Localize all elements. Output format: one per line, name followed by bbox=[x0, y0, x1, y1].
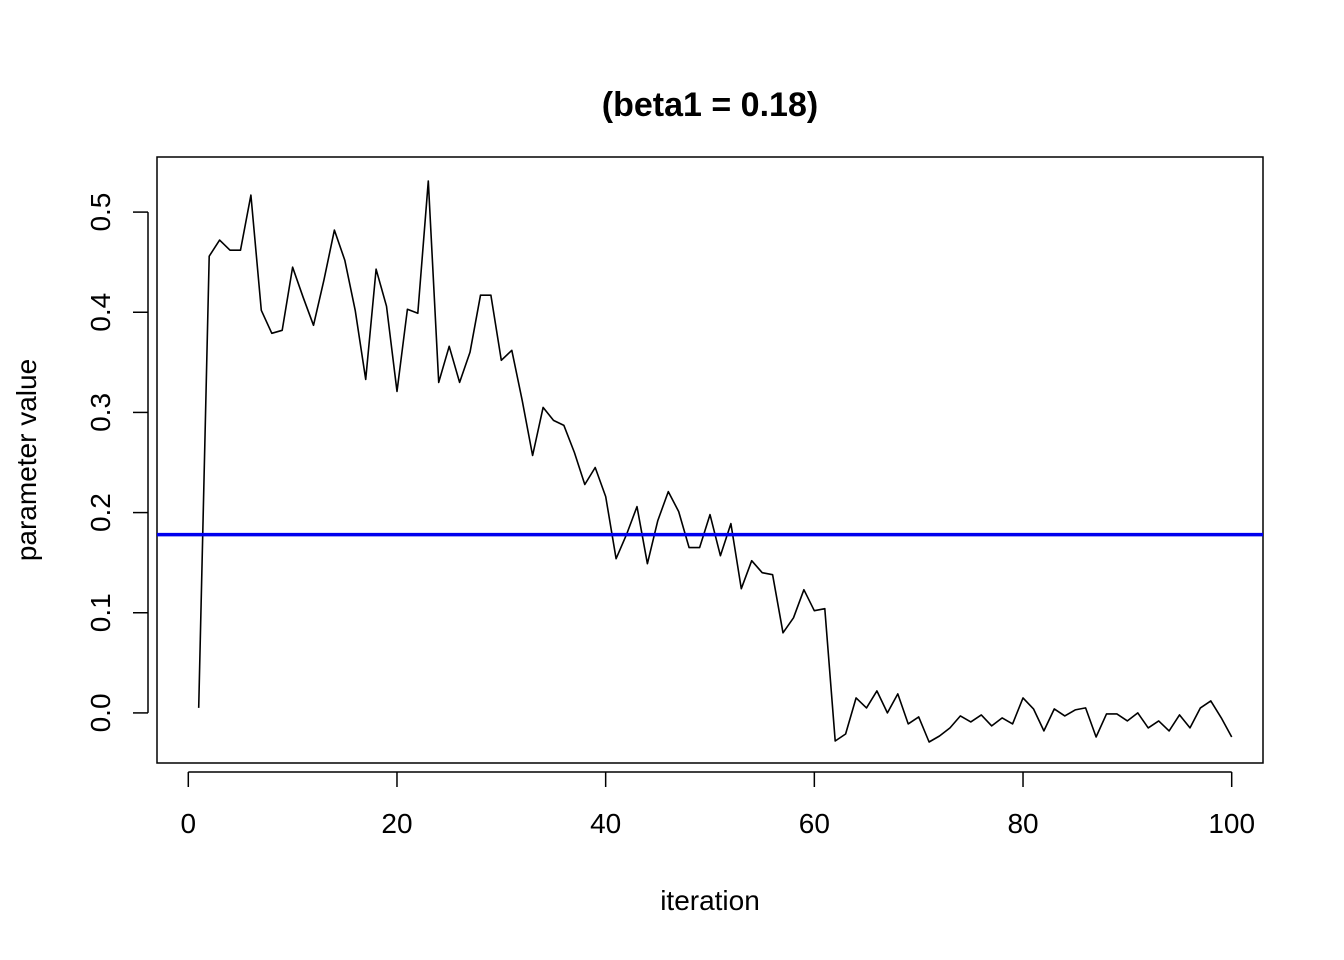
y-tick-label: 0.3 bbox=[85, 393, 116, 432]
chart-title: (beta1 = 0.18) bbox=[602, 86, 818, 124]
x-tick-label: 100 bbox=[1208, 808, 1255, 839]
series-line bbox=[197, 180, 1233, 743]
y-tick-label: 0.2 bbox=[85, 493, 116, 532]
x-tick-label: 20 bbox=[381, 808, 412, 839]
plot-frame bbox=[156, 156, 1264, 764]
y-tick-label: 0.1 bbox=[85, 593, 116, 632]
x-tick-label: 40 bbox=[590, 808, 621, 839]
x-tick-label: 0 bbox=[181, 808, 197, 839]
y-tick-label: 0.0 bbox=[85, 693, 116, 732]
y-axis: 0.0 0.1 0.2 0.3 0.4 0.5 bbox=[85, 193, 149, 732]
y-tick-label: 0.5 bbox=[85, 193, 116, 232]
x-tick-label: 80 bbox=[1007, 808, 1038, 839]
y-tick-label: 0.4 bbox=[85, 293, 116, 332]
x-axis-label: iteration bbox=[660, 885, 760, 916]
plot-lines bbox=[157, 180, 1263, 743]
x-axis: 0 20 40 60 80 100 bbox=[181, 771, 1255, 839]
x-tick-label: 60 bbox=[799, 808, 830, 839]
y-axis-label: parameter value bbox=[11, 359, 42, 561]
